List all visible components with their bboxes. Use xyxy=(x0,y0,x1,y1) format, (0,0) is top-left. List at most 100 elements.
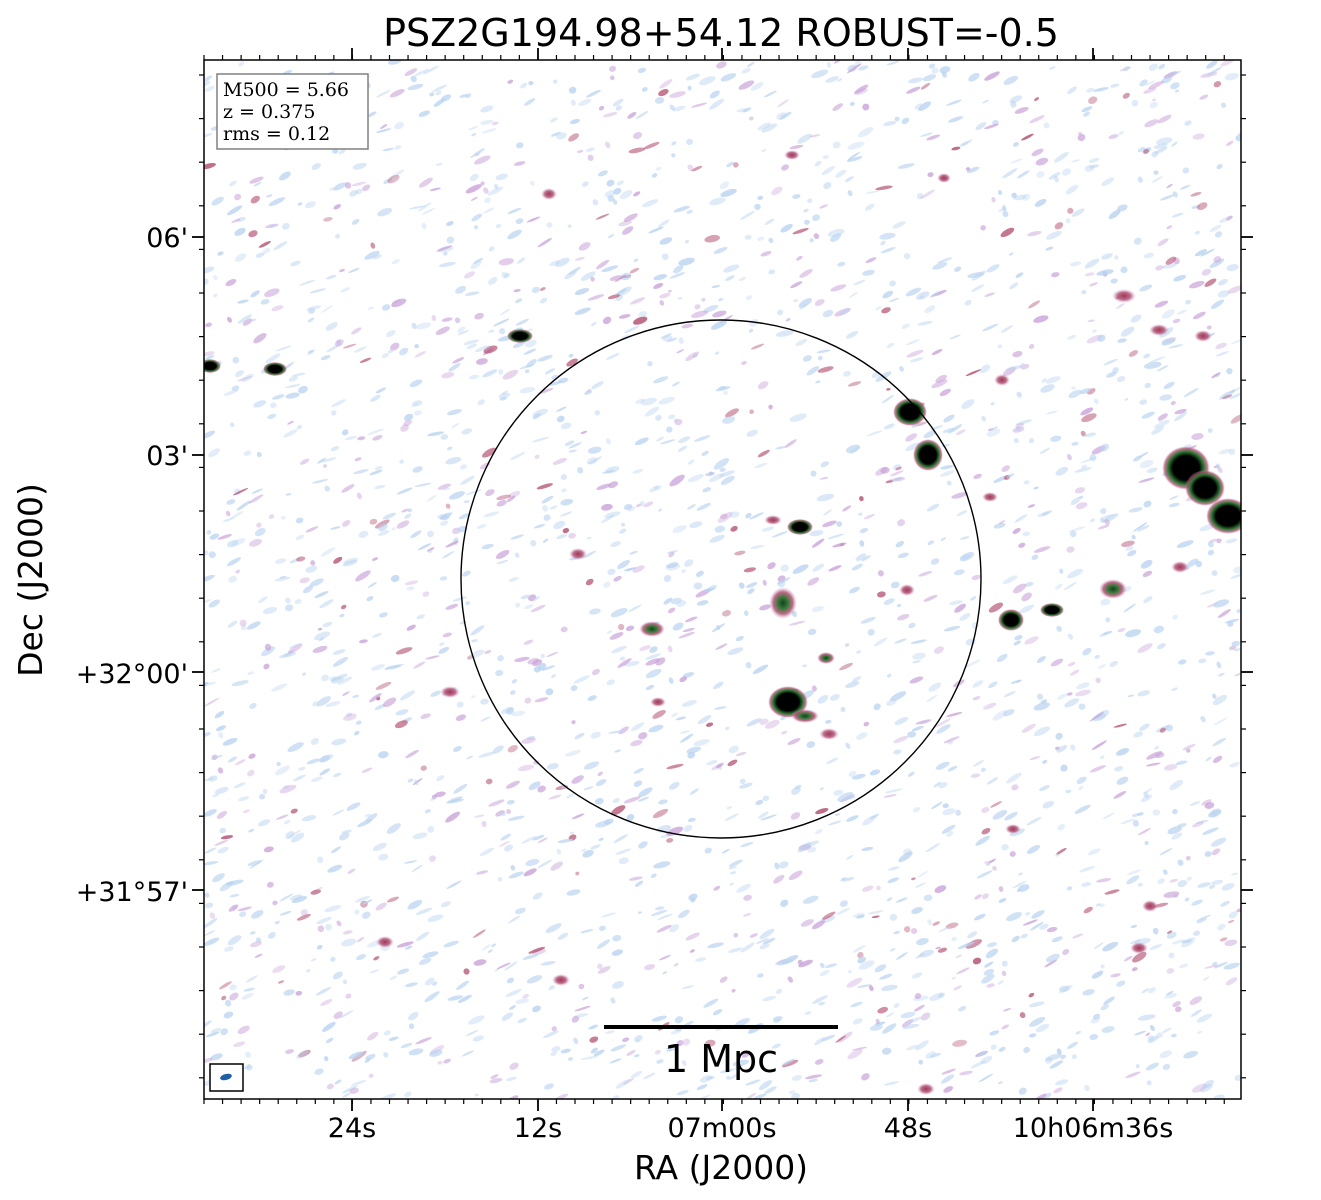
radio-source xyxy=(650,697,666,707)
noise-speck xyxy=(1074,804,1091,814)
noise-speck xyxy=(840,877,855,882)
noise-speck xyxy=(1045,1053,1062,1061)
noise-speck xyxy=(391,298,407,308)
noise-speck xyxy=(405,945,413,950)
noise-speck xyxy=(655,166,662,171)
noise-speck xyxy=(247,769,255,777)
noise-speck xyxy=(977,1050,989,1057)
y-tick-label: +31°57' xyxy=(76,877,188,908)
noise-speck xyxy=(383,1052,389,1058)
noise-speck xyxy=(760,250,772,257)
noise-speck xyxy=(649,485,660,493)
noise-speck xyxy=(786,318,791,322)
noise-speck xyxy=(825,719,832,724)
noise-speck xyxy=(400,424,409,432)
noise-speck xyxy=(317,925,325,933)
scale-bar: 1 Mpc xyxy=(604,1025,838,1081)
noise-speck xyxy=(332,649,346,655)
radio-source xyxy=(917,1083,935,1095)
noise-speck xyxy=(954,569,965,576)
noise-speck xyxy=(639,645,651,651)
noise-speck xyxy=(913,1004,925,1012)
noise-speck xyxy=(1056,847,1067,855)
noise-speck xyxy=(746,429,758,437)
noise-speck xyxy=(1198,658,1207,664)
noise-speck xyxy=(713,885,721,891)
noise-speck xyxy=(418,957,432,965)
noise-speck xyxy=(408,1011,419,1021)
noise-speck xyxy=(898,851,913,863)
noise-speck xyxy=(233,782,246,789)
noise-speck xyxy=(719,470,735,478)
noise-speck xyxy=(297,385,308,394)
noise-speck xyxy=(1213,81,1222,88)
noise-speck xyxy=(1022,531,1030,537)
noise-speck xyxy=(1027,504,1036,508)
noise-speck xyxy=(966,166,980,174)
noise-speck xyxy=(1157,413,1168,421)
noise-speck xyxy=(797,133,812,144)
noise-speck xyxy=(1010,158,1023,164)
noise-speck xyxy=(295,534,305,541)
noise-speck xyxy=(1171,687,1178,692)
noise-speck xyxy=(319,755,330,763)
noise-speck xyxy=(441,372,455,379)
noise-speck xyxy=(352,694,360,698)
noise-speck xyxy=(490,1074,499,1079)
noise-speck xyxy=(940,465,954,470)
noise-speck xyxy=(721,848,730,854)
noise-speck xyxy=(1066,546,1075,553)
noise-speck xyxy=(523,639,534,645)
noise-speck xyxy=(578,242,591,251)
noise-speck xyxy=(560,1048,571,1054)
noise-speck xyxy=(981,893,989,900)
noise-speck xyxy=(615,848,631,855)
noise-speck xyxy=(597,771,603,777)
noise-speck xyxy=(953,985,962,991)
noise-speck xyxy=(293,774,306,782)
noise-speck xyxy=(908,771,915,777)
noise-speck xyxy=(1199,94,1209,100)
noise-speck xyxy=(1045,953,1060,963)
noise-speck xyxy=(847,64,857,72)
noise-speck xyxy=(606,679,615,686)
noise-speck xyxy=(1145,1062,1159,1071)
noise-speck xyxy=(781,164,790,171)
noise-speck xyxy=(818,1001,826,1006)
noise-speck xyxy=(663,574,672,583)
noise-speck xyxy=(452,596,467,602)
noise-speck xyxy=(859,496,864,502)
noise-speck xyxy=(917,320,933,326)
axis-ticks xyxy=(192,48,1253,1111)
noise-speck xyxy=(338,832,350,841)
noise-speck xyxy=(734,550,746,556)
noise-speck xyxy=(325,923,332,931)
noise-speck xyxy=(421,222,427,230)
noise-speck xyxy=(1026,844,1041,854)
noise-speck xyxy=(421,207,436,215)
noise-speck xyxy=(422,65,439,75)
noise-speck xyxy=(755,938,769,945)
noise-speck xyxy=(811,69,829,79)
noise-speck xyxy=(846,815,859,822)
noise-speck xyxy=(974,913,986,921)
noise-speck xyxy=(931,379,948,389)
noise-speck xyxy=(420,713,431,719)
noise-speck xyxy=(469,173,479,182)
noise-speck xyxy=(869,813,879,820)
noise-speck xyxy=(1123,955,1133,962)
noise-speck xyxy=(781,1059,799,1068)
noise-speck xyxy=(400,1042,413,1049)
noise-speck xyxy=(537,837,548,843)
noise-speck xyxy=(543,514,551,521)
noise-speck xyxy=(988,602,1004,613)
radio-source xyxy=(817,652,835,664)
noise-speck xyxy=(1212,737,1226,747)
noise-speck xyxy=(1012,528,1021,534)
noise-speck xyxy=(323,464,328,468)
noise-speck xyxy=(609,65,616,72)
noise-speck xyxy=(941,1068,956,1075)
noise-speck xyxy=(667,607,676,614)
noise-speck xyxy=(369,693,382,703)
noise-speck xyxy=(231,218,241,223)
